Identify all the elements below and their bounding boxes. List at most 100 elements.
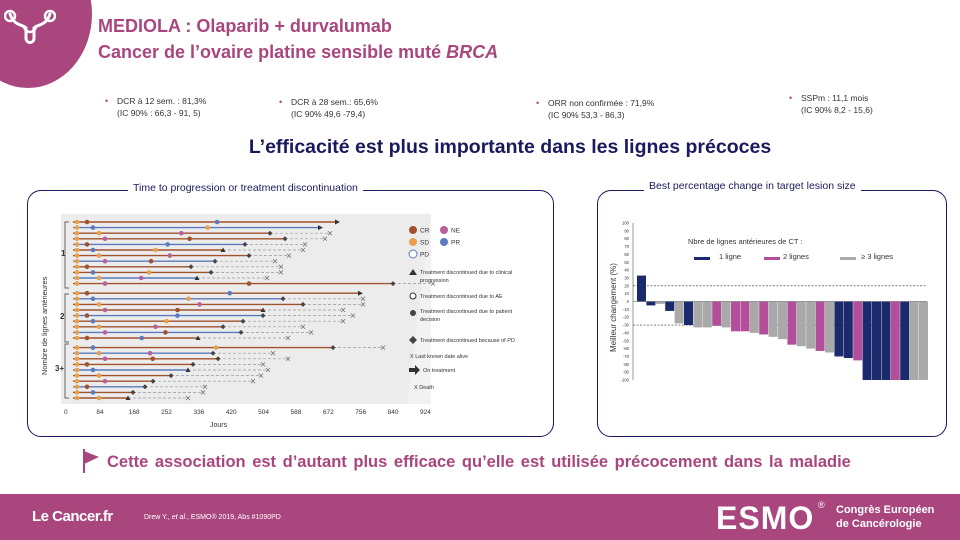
response-marker <box>74 367 80 373</box>
clinical-progression-marker <box>125 395 131 400</box>
response-marker <box>84 362 90 367</box>
waterfall-bars <box>637 275 928 380</box>
waterfall-y-tick: -80 <box>623 362 630 367</box>
death-marker <box>300 247 306 253</box>
death-marker <box>340 307 346 313</box>
death-marker <box>272 258 278 264</box>
waterfall-y-tick: -50 <box>623 338 630 343</box>
response-marker <box>74 378 80 384</box>
waterfall-y-tick: -40 <box>623 330 630 335</box>
headline: L’efficacité est plus importante dans le… <box>248 136 772 158</box>
legend-patient-dot-icon <box>410 310 416 316</box>
waterfall-chart: 1009080706050403020100-10-20-30-40-50-60… <box>609 221 928 383</box>
swimmer-x-label: Jours <box>210 422 228 429</box>
clinical-progression-marker <box>195 335 201 340</box>
legend-2-lignes: 2 lignes <box>783 252 809 261</box>
response-marker <box>102 236 108 242</box>
stat-sspm-ci: (IC 90% 8,2 - 15,6) <box>801 105 873 115</box>
death-marker <box>286 253 292 258</box>
response-marker <box>179 230 184 236</box>
response-marker <box>90 247 96 253</box>
pd-discontinued-marker <box>212 258 218 264</box>
waterfall-y-tick: 10 <box>624 291 629 296</box>
clinical-progression-marker <box>260 307 266 312</box>
pd-discontinued-marker <box>142 384 148 390</box>
response-marker <box>74 373 80 378</box>
response-marker <box>96 253 102 258</box>
legend-pd: PD <box>420 252 429 259</box>
swimmer-y-label: Nombre de lignes antérieures <box>40 276 49 375</box>
stat-dcr12-value: DCR à 12 sem. : 81,3% <box>117 96 207 106</box>
response-marker <box>90 318 96 324</box>
death-marker <box>185 395 191 401</box>
swimmer-x-tick: 504 <box>258 409 269 416</box>
swimmer-x-tick: 84 <box>96 409 104 416</box>
legend-clinical-2: progression <box>420 278 449 284</box>
stat-dcr28-value: DCR à 28 sem.: 65,6% <box>291 97 378 107</box>
response-marker <box>74 296 80 302</box>
waterfall-y-tick: 80 <box>624 236 629 241</box>
legend-pd-discont: Treatment discontinued because of PD <box>420 338 515 344</box>
pd-discontinued-marker <box>282 236 288 242</box>
pd-discontinued-marker <box>150 378 156 384</box>
response-marker <box>74 330 80 335</box>
response-marker <box>84 219 90 225</box>
waterfall-y-tick: 20 <box>624 283 629 288</box>
bullet-icon: • <box>536 98 540 108</box>
lecancer-logo[interactable]: Le Cancer.fr <box>32 508 113 525</box>
swimmer-rows <box>73 219 436 401</box>
waterfall-bar <box>872 301 881 380</box>
slide-subtitle: Cancer de l’ovaire platine sensible muté… <box>98 42 498 63</box>
waterfall-bar <box>693 301 703 328</box>
response-marker <box>74 324 80 330</box>
legend-last-known: X Last known date alive <box>410 354 468 360</box>
waterfall-y-tick: -100 <box>621 378 630 383</box>
response-marker <box>74 247 80 253</box>
response-marker <box>74 395 80 401</box>
response-marker <box>74 307 80 313</box>
on-treatment-arrow <box>358 290 363 296</box>
legend-ae-circle-icon <box>409 292 417 300</box>
response-marker <box>102 330 108 335</box>
swimmer-x-tick: 420 <box>226 409 237 416</box>
response-marker <box>74 230 80 236</box>
legend-2-lignes-swatch <box>764 257 780 260</box>
legend-pr: PR <box>451 240 460 247</box>
group2-bracket <box>64 293 69 343</box>
pd-discontinued-marker <box>280 296 286 302</box>
death-marker <box>360 296 366 302</box>
waterfall-bar <box>815 301 825 351</box>
waterfall-y-tick: 0 <box>627 299 630 304</box>
pd-discontinued-marker <box>130 389 136 395</box>
stat-sspm-value: SSPm : 11,1 mois <box>801 93 869 103</box>
pd-discontinued-marker <box>330 345 336 351</box>
uterus-logo <box>0 0 92 88</box>
waterfall-bar <box>637 275 646 302</box>
pd-discontinued-marker <box>242 241 248 247</box>
death-marker <box>430 281 436 286</box>
death-marker <box>350 313 356 318</box>
death-marker <box>308 330 314 335</box>
waterfall-bar <box>655 301 665 304</box>
waterfall-bar <box>684 301 693 326</box>
waterfall-y-tick: -30 <box>623 323 630 328</box>
on-treatment-arrow <box>318 225 323 231</box>
congres-line2: de Cancérologie <box>836 518 922 530</box>
response-marker <box>90 270 96 275</box>
response-marker <box>74 302 80 307</box>
uterus-icon <box>4 9 56 44</box>
stat-orr: • ORR non confirmée : 71,9% (IC 90% 53,3… <box>536 97 654 121</box>
legend-death: X Death <box>414 385 434 391</box>
group-label-3plus: 3+ <box>55 364 64 373</box>
response-marker <box>227 290 233 296</box>
death-marker <box>322 236 328 242</box>
stat-sspm: • SSPm : 11,1 mois (IC 90% 8,2 - 15,6) <box>789 92 873 116</box>
death-marker <box>285 356 291 362</box>
bullet-icon: • <box>279 97 283 107</box>
legend-clinical-1: Treatment discontinued due to clinical <box>420 270 512 276</box>
congres-line1: Congrès Européen <box>836 504 935 516</box>
response-marker <box>74 356 80 362</box>
pd-discontinued-marker <box>240 318 246 324</box>
waterfall-y-tick: -10 <box>623 307 630 312</box>
